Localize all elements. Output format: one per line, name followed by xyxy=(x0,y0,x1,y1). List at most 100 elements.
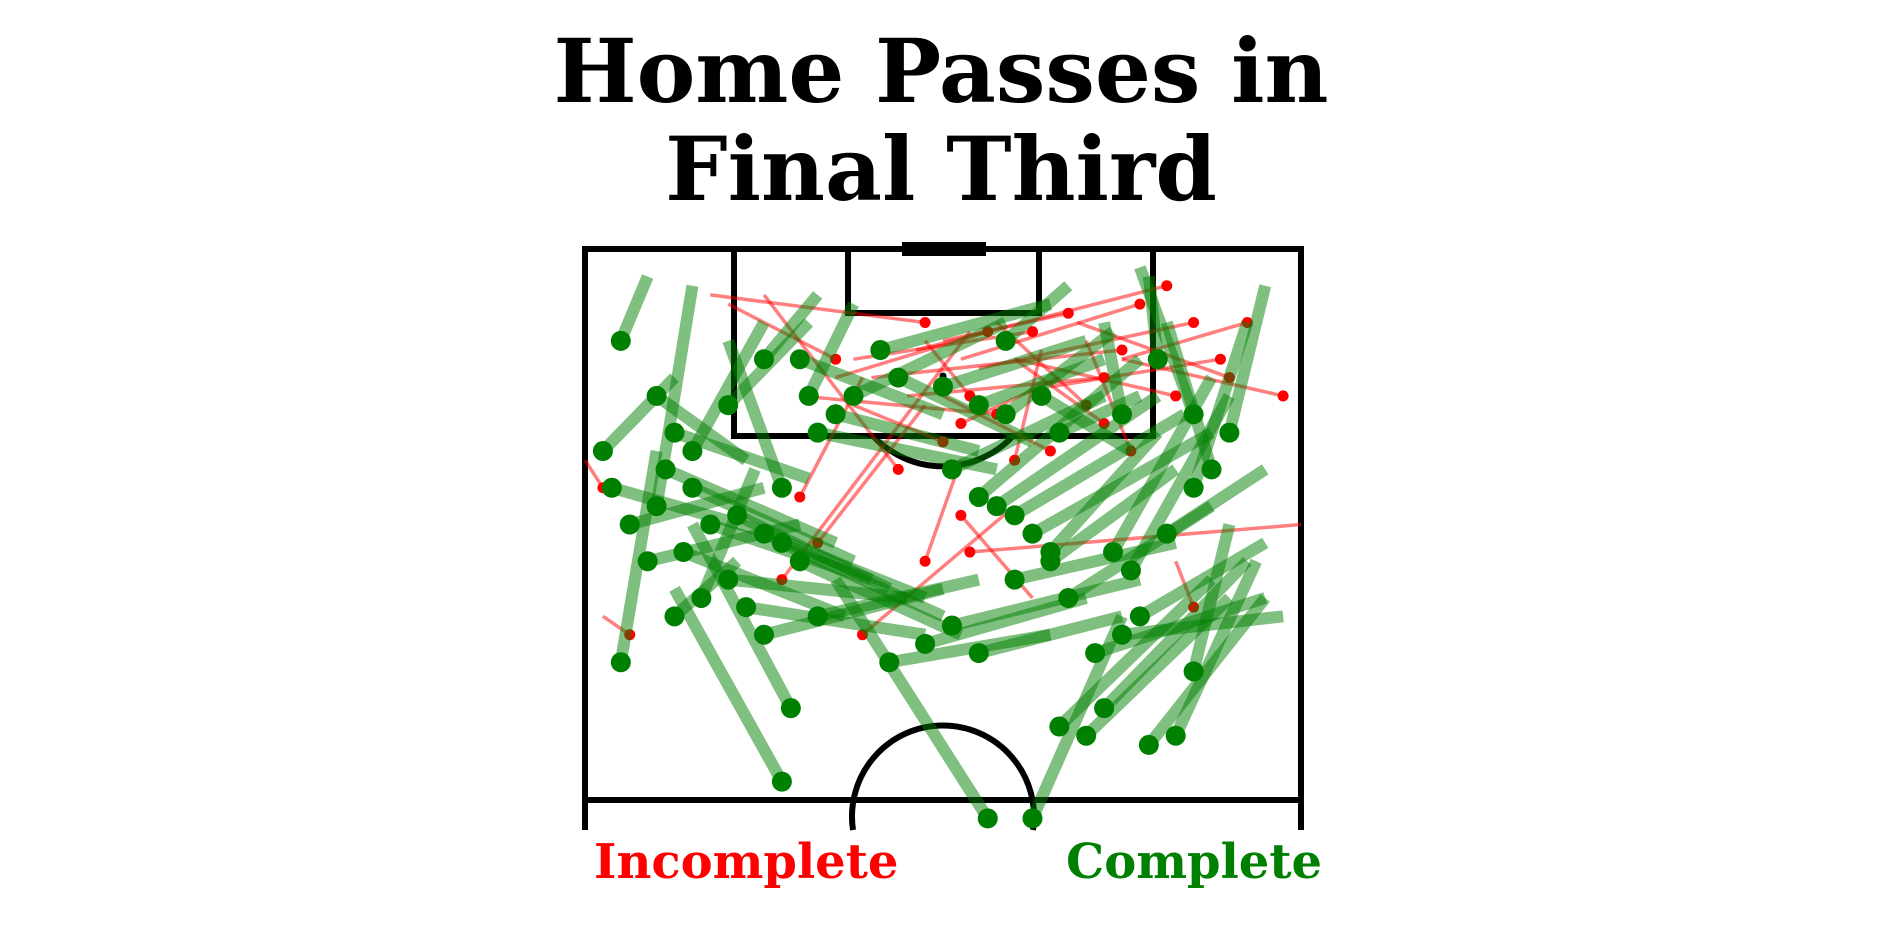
complete-pass-line-41 xyxy=(1011,409,1188,521)
complete-pass-origin-57 xyxy=(879,652,900,673)
incomplete-pass-origin-12 xyxy=(955,417,967,429)
legend-incomplete: Incomplete xyxy=(594,834,899,890)
complete-pass-origin-69 xyxy=(888,367,909,388)
complete-pass-line-1 xyxy=(615,274,654,344)
complete-pass-line-61 xyxy=(727,573,908,604)
complete-pass-origin-33 xyxy=(1183,661,1204,682)
complete-pass-origin-35 xyxy=(1112,624,1132,645)
incomplete-pass-origin-24 xyxy=(1161,280,1173,292)
incomplete-pass-origin-18 xyxy=(1170,390,1182,402)
chart-title-line-1: Home Passes in xyxy=(553,19,1329,123)
complete-pass-origin-24 xyxy=(780,698,801,719)
complete-pass-75 xyxy=(664,556,742,627)
complete-pass-origin-40 xyxy=(1022,523,1043,544)
complete-pass-origin-63 xyxy=(870,340,891,361)
complete-pass-line-52 xyxy=(1223,284,1272,435)
complete-pass-59 xyxy=(754,582,945,645)
complete-pass-origin-19 xyxy=(789,551,810,572)
complete-pass-origin-27 xyxy=(1022,808,1043,829)
complete-pass-69 xyxy=(888,367,1036,448)
chart-title: Home Passes in Final Third xyxy=(0,22,1882,218)
incomplete-pass-origin-21 xyxy=(1027,326,1038,338)
complete-pass-origin-13 xyxy=(655,459,676,480)
complete-pass-line-22 xyxy=(695,467,761,601)
complete-pass-6 xyxy=(754,291,823,370)
complete-pass-origin-49 xyxy=(1183,404,1204,425)
center-circle xyxy=(849,722,1037,831)
incomplete-pass-origin-35 xyxy=(919,316,931,328)
complete-pass-line-24 xyxy=(687,521,797,712)
complete-pass-line-25 xyxy=(669,585,788,785)
complete-pass-line-74 xyxy=(1038,390,1135,457)
legend-complete: Complete xyxy=(1066,834,1323,890)
complete-pass-line-46 xyxy=(1163,464,1269,539)
complete-pass-24 xyxy=(687,521,801,719)
incomplete-pass-line-6 xyxy=(861,504,1016,637)
complete-pass-origin-29 xyxy=(1076,725,1097,746)
incomplete-pass-35 xyxy=(710,293,931,328)
complete-pass-35 xyxy=(1112,610,1284,645)
complete-pass-line-30 xyxy=(1099,557,1252,713)
complete-pass-line-64 xyxy=(941,335,1089,393)
complete-pass-25 xyxy=(669,585,792,792)
six-yard-box xyxy=(845,246,1042,316)
complete-pass-origin-68 xyxy=(807,422,828,443)
complete-pass-30 xyxy=(1094,557,1252,719)
complete-pass-origin-71 xyxy=(995,330,1016,351)
complete-pass-origin-1 xyxy=(610,330,631,351)
complete-pass-origin-73 xyxy=(941,459,962,480)
complete-pass-41 xyxy=(1004,409,1188,526)
incomplete-pass-origin-32 xyxy=(1044,445,1056,457)
complete-pass-origin-26 xyxy=(977,808,998,829)
incomplete-pass-origin-3 xyxy=(794,491,806,503)
complete-pass-18 xyxy=(771,532,946,622)
complete-pass-line-23 xyxy=(614,450,663,664)
complete-pass-origin-21 xyxy=(673,542,694,563)
complete-pass-23 xyxy=(610,450,663,673)
incomplete-pass-28 xyxy=(1050,353,1226,389)
incomplete-pass-line-27 xyxy=(1121,320,1248,361)
complete-pass-origin-60 xyxy=(736,597,757,618)
complete-pass-67 xyxy=(789,349,946,420)
complete-pass-line-60 xyxy=(745,601,927,641)
complete-pass-origin-11 xyxy=(619,514,640,535)
complete-pass-line-10 xyxy=(672,426,811,485)
incomplete-pass-origin-23 xyxy=(1134,298,1146,310)
complete-pass-line-72 xyxy=(1056,390,1143,439)
complete-pass-line-18 xyxy=(779,537,946,622)
complete-pass-origin-32 xyxy=(1165,725,1186,746)
complete-pass-origin-28 xyxy=(1049,716,1070,737)
complete-pass-line-35 xyxy=(1121,610,1284,641)
complete-pass-63 xyxy=(870,298,1052,361)
complete-pass-origin-50 xyxy=(1147,349,1168,370)
complete-pass-origin-10 xyxy=(664,422,685,443)
complete-passes xyxy=(592,265,1284,829)
complete-pass-73 xyxy=(941,390,1107,480)
complete-pass-origin-34 xyxy=(1085,643,1106,664)
complete-pass-66 xyxy=(825,404,981,457)
complete-pass-line-57 xyxy=(888,628,1052,669)
complete-pass-line-66 xyxy=(834,408,981,457)
complete-pass-52 xyxy=(1219,284,1272,443)
complete-pass-71 xyxy=(995,281,1073,351)
complete-pass-origin-53 xyxy=(1004,569,1025,590)
complete-pass-32 xyxy=(1165,558,1262,746)
incomplete-pass-origin-28 xyxy=(1214,353,1226,365)
complete-pass-origin-43 xyxy=(968,486,989,507)
incomplete-pass-line-35 xyxy=(710,293,926,325)
complete-pass-origin-36 xyxy=(1129,606,1150,627)
complete-pass-origin-20 xyxy=(601,477,622,498)
complete-pass-line-14 xyxy=(689,482,856,567)
complete-pass-72 xyxy=(1049,390,1143,443)
complete-pass-line-67 xyxy=(797,353,946,420)
incomplete-pass-20 xyxy=(1121,357,1289,402)
complete-pass-origin-74 xyxy=(1031,385,1052,406)
complete-pass-line-70 xyxy=(1001,326,1117,420)
complete-pass-origin-7 xyxy=(798,385,819,406)
incomplete-pass-line-20 xyxy=(1121,357,1284,398)
complete-pass-line-36 xyxy=(1136,537,1269,622)
incomplete-pass-origin-20 xyxy=(1277,390,1289,402)
complete-pass-origin-5 xyxy=(771,477,792,498)
complete-pass-60 xyxy=(736,597,927,641)
